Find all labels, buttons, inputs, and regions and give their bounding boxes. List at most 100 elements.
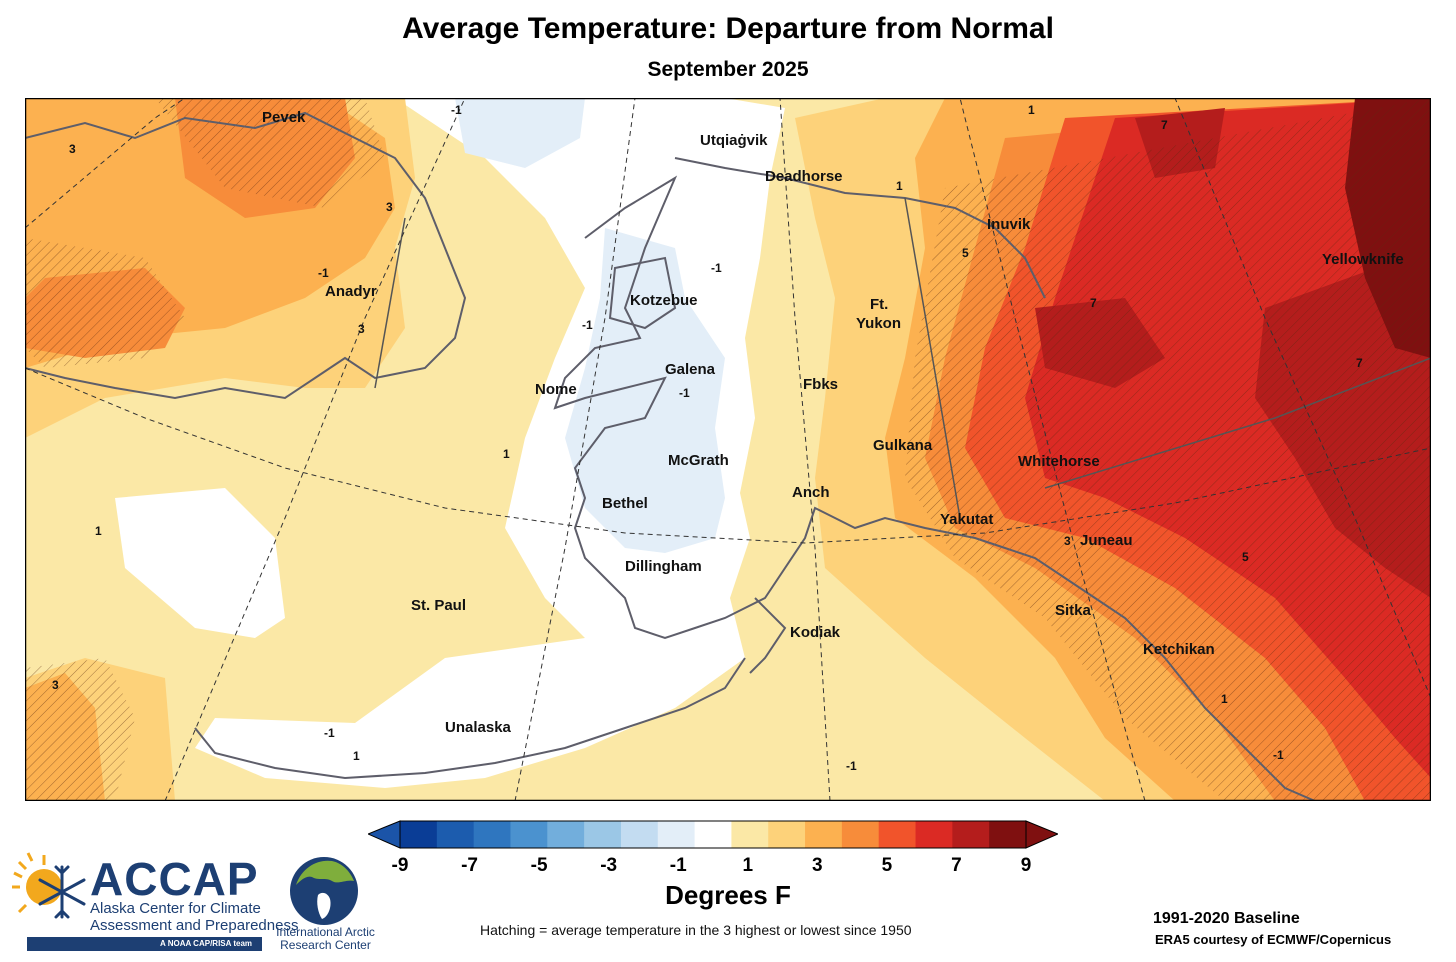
- place-label: Ketchikan: [1143, 641, 1215, 658]
- hatching-record: [905, 98, 1431, 801]
- colorbar-swatch: [915, 821, 953, 848]
- graticule: [25, 98, 186, 229]
- border-line: [374, 217, 406, 389]
- colorbar-swatch: [510, 821, 548, 848]
- coastline: [25, 111, 467, 400]
- contour-label: 1: [95, 524, 102, 538]
- colorbar-high-arrow: [1025, 820, 1058, 849]
- place-label: Anadyr: [325, 283, 377, 300]
- colorbar-tick-label: 7: [951, 855, 962, 876]
- place-label: Inuvik: [987, 216, 1031, 233]
- contour-label: -1: [451, 103, 462, 117]
- hatching-record: [25, 658, 135, 801]
- place-label: St. Paul: [411, 597, 467, 614]
- contour-label: 7: [1356, 356, 1363, 370]
- graticule: [779, 98, 831, 801]
- graticule: [1174, 98, 1431, 699]
- place-label: Sitka: [1055, 602, 1091, 619]
- graticule: [25, 367, 1431, 544]
- colorbar-tick-label: 5: [881, 855, 893, 876]
- graticule: [514, 98, 636, 801]
- border-line: [904, 197, 961, 519]
- contour-label: 1: [353, 749, 360, 763]
- colorbar-swatch: [731, 821, 769, 848]
- contour-label: -1: [1273, 748, 1284, 762]
- contour-label: 3: [358, 322, 365, 336]
- contour-label: 7: [1090, 296, 1097, 310]
- contour-label: -1: [846, 759, 857, 773]
- accap-logo-name: ACCAP: [90, 853, 259, 905]
- place-label: Pevek: [262, 109, 306, 126]
- colorbar-swatch: [657, 821, 696, 848]
- place-label: Unalaska: [445, 719, 511, 736]
- colorbar-unit-label: Degrees F: [665, 880, 791, 910]
- contour-label: 1: [503, 447, 510, 461]
- colorbar-tick-label: 3: [812, 855, 823, 876]
- colorbar-tick-label: -3: [600, 855, 618, 876]
- colorbar-swatch: [989, 821, 1027, 848]
- anomaly-region-below-normal: [455, 98, 585, 168]
- place-label: Utqiaġvik: [700, 132, 768, 149]
- place-label: Yellowknife: [1322, 251, 1404, 268]
- coastline: [749, 597, 787, 674]
- place-label: Kodiak: [790, 624, 841, 641]
- colorbar-swatch: [473, 821, 511, 848]
- place-label: Nome: [535, 381, 577, 398]
- place-label: Ft.: [870, 296, 889, 313]
- place-label: Juneau: [1080, 532, 1133, 549]
- map-subtitle: September 2025: [647, 58, 809, 81]
- hatching-note: Hatching = average temperature in the 3 …: [480, 922, 912, 938]
- contour-label: 5: [1242, 550, 1249, 564]
- colorbar-tick-label: -7: [461, 855, 478, 876]
- contour-label: 1: [896, 179, 903, 193]
- place-label: Kotzebue: [630, 292, 698, 309]
- temperature-map: Pevek Anadyr Utqiaġvik Deadhorse Inuvik Yello…: [25, 98, 1431, 801]
- hatching-record: [25, 238, 185, 368]
- map-frame: [25, 98, 1431, 801]
- place-label: Dillingham: [625, 558, 702, 575]
- accap-subtitle-line2: Assessment and Preparedness: [90, 917, 299, 934]
- contour-label: 3: [52, 678, 59, 692]
- data-credit: ERA5 courtesy of ECMWF/Copernicus: [1155, 932, 1392, 947]
- colorbar-swatch: [878, 821, 917, 848]
- contour-label: 7: [1161, 118, 1168, 132]
- place-label: Whitehorse: [1018, 453, 1100, 470]
- accap-tag-bar: [27, 937, 262, 951]
- place-label: McGrath: [668, 452, 729, 469]
- place-label: Deadhorse: [765, 168, 843, 185]
- contour-label: 3: [386, 200, 393, 214]
- colorbar-swatch: [952, 821, 990, 848]
- colorbar-swatch: [694, 821, 732, 848]
- colorbar: [368, 820, 1058, 849]
- contour-label: -1: [324, 726, 335, 740]
- colorbar-swatch: [400, 821, 438, 848]
- contour-label: 3: [69, 142, 76, 156]
- contour-label: 5: [962, 246, 969, 260]
- place-label: Galena: [665, 361, 716, 378]
- colorbar-low-arrow: [368, 820, 401, 849]
- anomaly-region-below-normal: [565, 228, 725, 553]
- contour-label: 1: [1028, 103, 1035, 117]
- iarc-globe-icon: [290, 857, 358, 925]
- accap-logo-subtitle: Alaska Center for Climate Assessment and…: [90, 900, 298, 934]
- place-label: Gulkana: [873, 437, 933, 454]
- accap-tagline: A NOAA CAP/RISA team: [160, 939, 253, 948]
- iarc-line2: Research Center: [280, 938, 371, 952]
- colorbar-tick-label: -9: [391, 855, 409, 876]
- coastline: [194, 657, 746, 780]
- accap-sun-snowflake-icon: [12, 852, 86, 919]
- iarc-line1: International Arctic: [276, 925, 375, 939]
- place-label: Anch: [792, 484, 830, 501]
- place-label: Bethel: [602, 495, 648, 512]
- map-title: Average Temperature: Departure from Norm…: [402, 12, 1054, 45]
- colorbar-swatch: [841, 821, 880, 848]
- hatching-record: [155, 98, 385, 208]
- graticule: [959, 98, 1146, 801]
- contour-label: 1: [1221, 692, 1228, 706]
- contour-label: -1: [711, 261, 722, 275]
- coastline: [553, 175, 1316, 801]
- colorbar-swatch: [584, 821, 622, 848]
- coastline: [608, 256, 677, 330]
- place-label: Yakutat: [940, 511, 994, 528]
- colorbar-swatch: [805, 821, 843, 848]
